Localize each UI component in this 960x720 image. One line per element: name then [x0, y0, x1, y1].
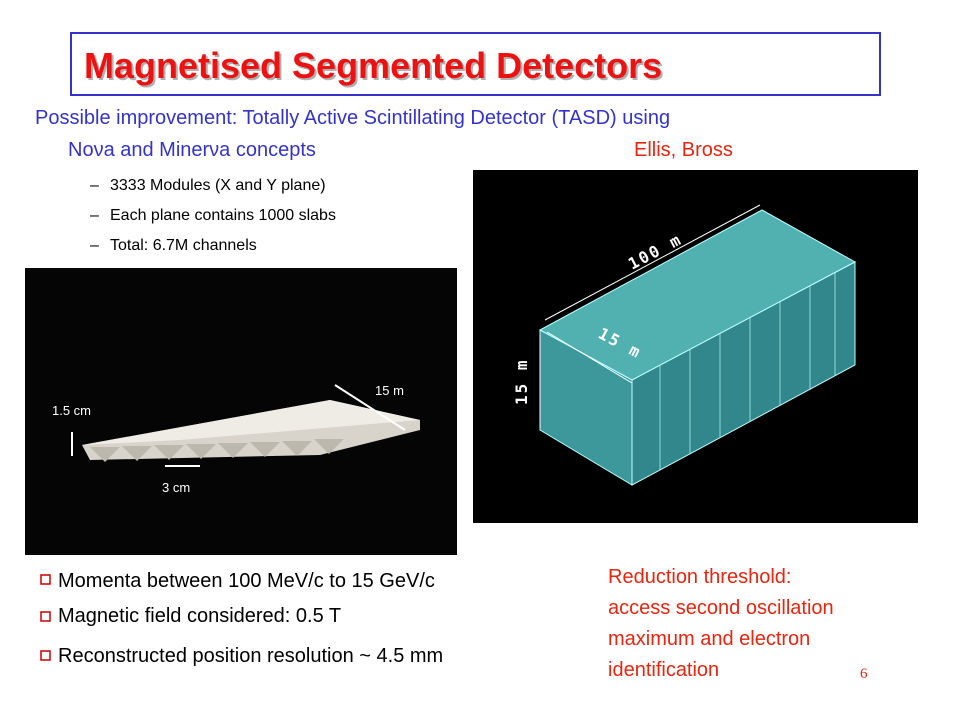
dimension-line [546, 331, 633, 384]
bullets: Momenta between 100 MeV/c to 15 GeV/c Ma… [40, 570, 443, 667]
note-line: maximum and electron [608, 628, 810, 650]
slab-image: 1.5 cm 15 m 3 cm [25, 268, 457, 555]
note-line: Reduction threshold: [608, 566, 791, 588]
intro-line: Noνa and Minerνa concepts [68, 139, 316, 161]
bullet: Magnetic field considered: 0.5 T [58, 605, 341, 627]
sub-bullets: – 3333 Modules (X and Y plane) – Each pl… [90, 177, 336, 254]
note-line: access second oscillation [608, 597, 834, 619]
dimension-line [544, 204, 761, 321]
image-label: 1.5 cm [52, 403, 91, 418]
dash: – [90, 237, 99, 254]
sub-bullet: Each plane contains 1000 slabs [110, 207, 336, 224]
segments [659, 273, 836, 470]
title: Magnetised Segmented Detectors [84, 45, 662, 86]
slab-teeth [90, 439, 344, 462]
dash: – [90, 177, 99, 194]
arrow [334, 384, 406, 431]
bullet: Reconstructed position resolution ~ 4.5 … [58, 645, 443, 667]
detector-image: 100 m 15 m 15 m [473, 170, 918, 523]
note: Reduction threshold: access second oscil… [608, 566, 834, 681]
bullet-marker [40, 650, 51, 661]
page-number: 6 [860, 666, 868, 682]
title-shadow: Magnetised Segmented Detectors [86, 47, 664, 88]
credit: Ellis, Bross [634, 139, 733, 161]
sub-bullet: Total: 6.7M channels [110, 237, 257, 254]
bullet-marker [40, 574, 51, 585]
image-label: 15 m [375, 383, 404, 398]
bullet: Momenta between 100 MeV/c to 15 GeV/c [58, 570, 435, 592]
note-line: identification [608, 659, 719, 681]
bullet-marker [40, 611, 51, 622]
slab-top [82, 400, 420, 445]
dash: – [90, 207, 99, 224]
image-label: 15 m [512, 358, 531, 405]
image-bg [25, 268, 457, 555]
sub-bullet: 3333 Modules (X and Y plane) [110, 177, 326, 194]
image-label: 3 cm [162, 480, 190, 495]
title-box [70, 32, 881, 96]
intro-line: Possible improvement: Totally Active Sci… [35, 107, 670, 129]
